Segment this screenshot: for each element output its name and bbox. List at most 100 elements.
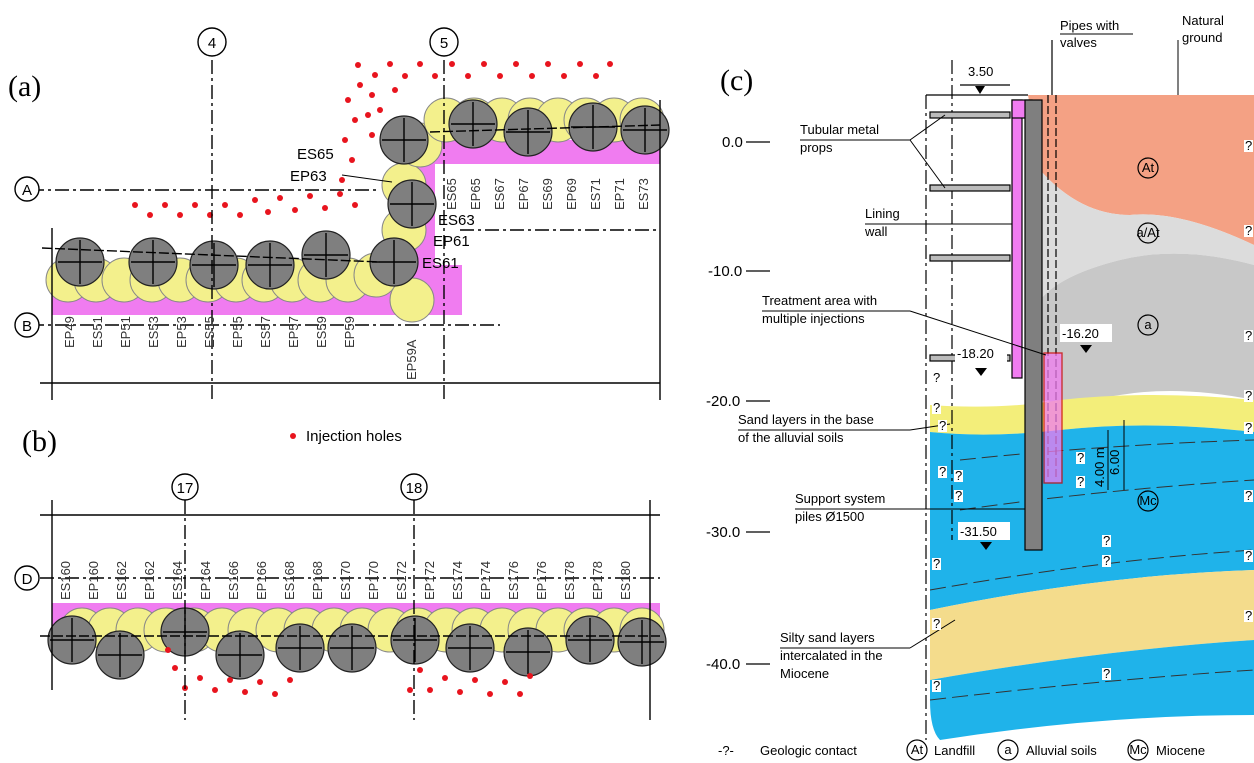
grid-label-A: A bbox=[22, 182, 32, 199]
level-31-50: -31.50 bbox=[960, 524, 997, 539]
callout-es65: ES65 bbox=[297, 146, 334, 163]
pile-label: EP51 bbox=[118, 316, 133, 348]
plan-a: 4 5 A B EP49 ES51 EP51 ES53 EP53 ES55 EP55 ES57… bbox=[14, 27, 670, 400]
elevation-axis: 0.0 -10.0 -20.0 -30.0 -40.0 bbox=[706, 134, 770, 673]
pile-label-corner: EP59A bbox=[404, 339, 419, 380]
panel-a-label: (a) bbox=[8, 70, 41, 103]
soil-landfill bbox=[1028, 95, 1254, 245]
geologic-contacts bbox=[929, 439, 1254, 701]
pile-label: ES172 bbox=[394, 561, 409, 600]
grid-a bbox=[30, 60, 661, 400]
soil-alluvial bbox=[1040, 253, 1254, 402]
pile-label: EP164 bbox=[198, 561, 213, 600]
soil-tags: At a/At a Mc bbox=[1136, 157, 1160, 512]
question-mark: ? bbox=[1077, 474, 1084, 489]
pile-label: ES51 bbox=[90, 316, 105, 348]
uncertain-contact-marks: ?????????????????????? bbox=[932, 138, 1253, 693]
pile-label: ES178 bbox=[562, 561, 577, 600]
panel-b-label: (b) bbox=[22, 425, 57, 458]
pile-label: ES166 bbox=[226, 561, 241, 600]
callout-support: Support system piles Ø1500 bbox=[795, 491, 885, 524]
elev-0: 0.0 bbox=[722, 134, 743, 151]
header-ground: Natural ground bbox=[1182, 13, 1224, 45]
pile-label: EP67 bbox=[516, 178, 531, 210]
pile-label: ES164 bbox=[170, 561, 185, 600]
elev-40: -40.0 bbox=[706, 656, 740, 673]
question-mark: ? bbox=[1245, 138, 1252, 153]
pile-label: EP55 bbox=[230, 316, 245, 348]
pile-label: ES59 bbox=[314, 316, 329, 348]
grid-label-5: 5 bbox=[440, 35, 448, 52]
legend-landfill: Landfill bbox=[934, 743, 975, 758]
grid-bubble-D bbox=[14, 565, 40, 591]
question-mark: ? bbox=[955, 488, 962, 503]
dim-4m: 4.00 m bbox=[1092, 447, 1107, 487]
question-mark: ? bbox=[933, 616, 940, 631]
question-mark: ? bbox=[933, 370, 940, 385]
pile-label: EP178 bbox=[590, 561, 605, 600]
callout-lining: Lining wall bbox=[864, 206, 900, 239]
pile-label: ES170 bbox=[338, 561, 353, 600]
question-mark: ? bbox=[939, 464, 946, 479]
pile-label: EP69 bbox=[564, 178, 579, 210]
dim-6: 6.00 bbox=[1107, 450, 1122, 475]
legend-miocene: Miocene bbox=[1156, 743, 1205, 758]
plan-b: 17 18 D ES160 EP160 ES162 EP162 ES164 EP164 ES… bbox=[14, 473, 667, 720]
question-mark: ? bbox=[1245, 420, 1252, 435]
pile-label: ES168 bbox=[282, 561, 297, 600]
grid-bubble-4 bbox=[197, 27, 227, 57]
header-pipes: Pipes with valves bbox=[1060, 18, 1119, 50]
tag-alluvial-fill: a/At bbox=[1136, 225, 1160, 240]
pile-label: EP168 bbox=[310, 561, 325, 600]
question-mark: ? bbox=[1245, 223, 1252, 238]
question-mark: ? bbox=[1077, 450, 1084, 465]
grid-bubble-A bbox=[14, 176, 40, 202]
pile-label: ES162 bbox=[114, 561, 129, 600]
section-c: 3.50 0.0 -10.0 -20.0 -30.0 -40.0 P bbox=[706, 13, 1254, 740]
soil-miocene-lower bbox=[930, 640, 1254, 740]
pile-label: EP166 bbox=[254, 561, 269, 600]
grid-label-17: 17 bbox=[177, 480, 194, 497]
support-pile bbox=[1024, 99, 1043, 551]
pile-label: ES160 bbox=[58, 561, 73, 600]
pile-label: EP53 bbox=[174, 316, 189, 348]
question-mark: ? bbox=[939, 418, 946, 433]
treatment-area bbox=[1043, 352, 1063, 484]
question-mark: ? bbox=[1103, 553, 1110, 568]
pile-label: ES57 bbox=[258, 316, 273, 348]
pile-label: ES65 bbox=[444, 178, 459, 210]
panel-c-label: (c) bbox=[720, 64, 753, 97]
legend-a-symbol: a bbox=[1004, 742, 1012, 757]
question-mark: ? bbox=[955, 468, 962, 483]
pile-label: ES55 bbox=[202, 316, 217, 348]
question-mark: ? bbox=[1103, 533, 1110, 548]
pile-label: EP49 bbox=[62, 316, 77, 348]
callout-ep61: EP61 bbox=[433, 233, 470, 250]
soil-miocene-upper bbox=[930, 425, 1254, 610]
legend-at-symbol: At bbox=[911, 742, 924, 757]
soil-alluvial-fill bbox=[1040, 170, 1254, 300]
jet-columns-lower bbox=[45, 122, 443, 323]
callout-es61: ES61 bbox=[422, 255, 459, 272]
question-mark: ? bbox=[1245, 608, 1252, 623]
pile-label: EP59 bbox=[342, 316, 357, 348]
question-mark: ? bbox=[1245, 548, 1252, 563]
pile-label: EP71 bbox=[612, 178, 627, 210]
tag-miocene: Mc bbox=[1139, 493, 1157, 508]
pile-label: EP162 bbox=[142, 561, 157, 600]
pile-label: ES53 bbox=[146, 316, 161, 348]
soil-sand-layer bbox=[930, 395, 1254, 435]
soil-silty-sand bbox=[930, 570, 1254, 680]
legend-contact-symbol: -?- bbox=[718, 743, 734, 758]
levels: -16.20 -18.20 -31.50 bbox=[955, 324, 1112, 550]
section-callouts: Tubular metal props Lining wall Treatment … bbox=[738, 114, 1047, 681]
callout-treat: Treatment area with multiple injections bbox=[762, 293, 877, 326]
legend-alluvial: Alluvial soils bbox=[1026, 743, 1097, 758]
legend-c: -?- Geologic contact At Landfill a Alluv… bbox=[718, 739, 1205, 761]
pile-label: EP65 bbox=[468, 178, 483, 210]
grid-label-18: 18 bbox=[406, 480, 423, 497]
pile-labels-lower: EP49 ES51 EP51 ES53 EP53 ES55 EP55 ES57 EP57 ES59… bbox=[62, 316, 357, 348]
question-mark: ? bbox=[1245, 328, 1252, 343]
pile-label: EP160 bbox=[86, 561, 101, 600]
